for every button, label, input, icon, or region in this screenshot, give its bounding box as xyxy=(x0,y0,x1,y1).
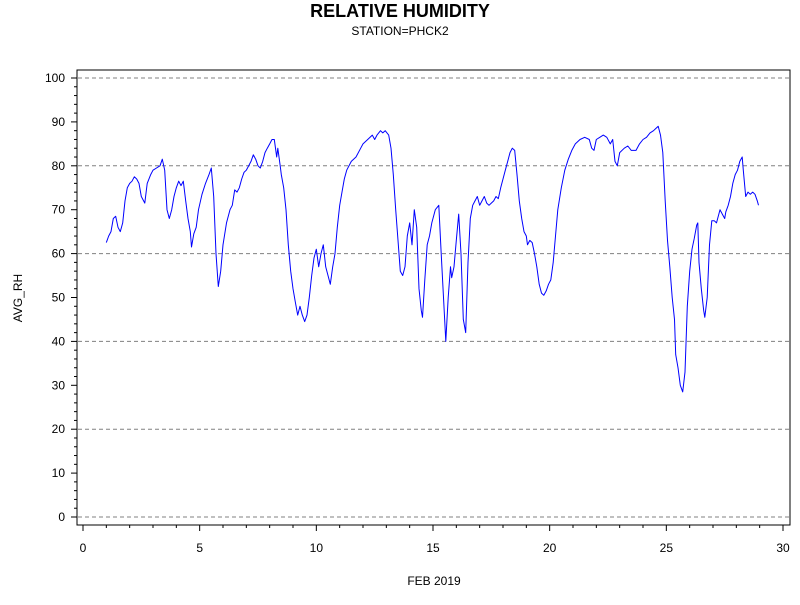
y-tick-label-10: 10 xyxy=(52,466,66,480)
y-tick-label-0: 0 xyxy=(58,510,65,524)
x-axis-label: FEB 2019 xyxy=(407,574,461,588)
chart-subtitle: STATION=PHCK2 xyxy=(351,24,449,38)
x-tick-label-5: 5 xyxy=(196,541,203,555)
grid-layer xyxy=(78,77,789,518)
chart-title: RELATIVE HUMIDITY xyxy=(310,1,490,21)
x-tick-label-20: 20 xyxy=(543,541,557,555)
x-tick-label-25: 25 xyxy=(660,541,674,555)
x-tick-label-10: 10 xyxy=(310,541,324,555)
y-tick-label-20: 20 xyxy=(52,422,66,436)
x-tick-label-15: 15 xyxy=(426,541,440,555)
y-axis-label: AVG_RH xyxy=(11,274,25,322)
series-layer xyxy=(105,125,759,393)
y-tick-label-90: 90 xyxy=(52,115,66,129)
y-tick-label-80: 80 xyxy=(52,159,66,173)
y-axis: 0 10 20 30 40 50 60 70 80 90 100 xyxy=(45,71,77,524)
series-line-0 xyxy=(105,125,759,393)
y-tick-label-60: 60 xyxy=(52,247,66,261)
y-tick-label-40: 40 xyxy=(52,334,66,348)
y-tick-label-70: 70 xyxy=(52,203,66,217)
y-tick-label-30: 30 xyxy=(52,378,66,392)
x-tick-label-0: 0 xyxy=(80,541,87,555)
y-tick-label-100: 100 xyxy=(45,71,65,85)
plot-area-frame xyxy=(76,69,791,526)
x-axis: 0 5 10 15 20 25 30 xyxy=(80,525,790,555)
x-tick-label-30: 30 xyxy=(776,541,790,555)
y-tick-label-50: 50 xyxy=(52,291,66,305)
